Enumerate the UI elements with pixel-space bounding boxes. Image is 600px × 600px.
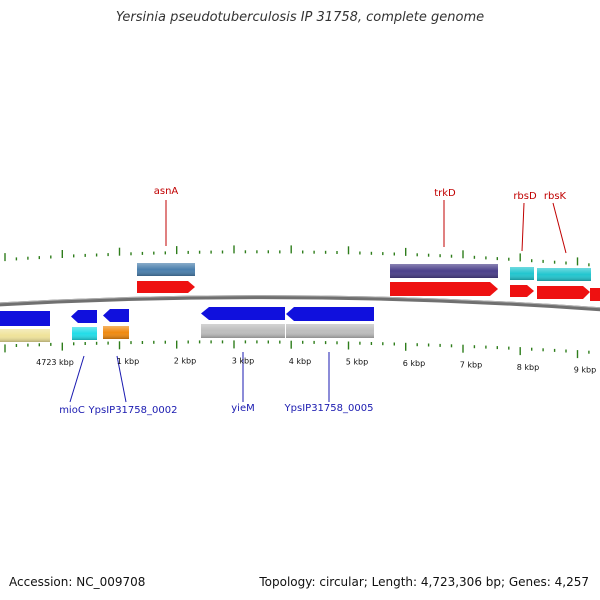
topology-text: Topology: circular; Length: 4,723,306 bp… — [259, 575, 589, 589]
accession-text: Accession: NC_009708 — [9, 575, 146, 589]
ruler-label: 5 kbp — [346, 358, 368, 367]
gene-track-outer-forward — [137, 263, 591, 281]
ruler-label: 4 kbp — [289, 357, 311, 366]
gene-trkD-feature[interactable] — [390, 264, 498, 278]
cds-trkD-arrow[interactable] — [390, 282, 498, 296]
ruler-ticks-bottom — [4, 340, 590, 359]
label-asnA: asnA — [154, 186, 179, 197]
cds-YpsIP31758_0002-arrow[interactable] — [103, 309, 129, 322]
map-title: Yersinia pseudotuberculosis IP 31758, co… — [115, 10, 485, 25]
ruler-label: 9 kbp — [574, 366, 596, 375]
gene-YpsIP31758_0005-feature[interactable] — [286, 324, 374, 338]
label-rbsK: rbsK — [544, 191, 567, 202]
ruler-label: 3 kbp — [232, 356, 254, 365]
ruler-label: 2 kbp — [174, 356, 196, 365]
cds-track-forward — [137, 281, 600, 301]
label-mioC: mioC — [59, 405, 85, 416]
gene-rbsK-feature[interactable] — [537, 268, 591, 281]
cds-track-reverse — [0, 307, 374, 326]
label-trkD: trkD — [434, 188, 456, 199]
ruler-label: 4723 kbp — [36, 358, 74, 367]
cds-rbsK-arrow[interactable] — [537, 286, 590, 299]
label-lines-bottom — [69, 352, 330, 403]
gene-yieM-feature[interactable] — [201, 324, 285, 338]
cds-next-arrow[interactable] — [590, 288, 600, 301]
cds-mioC-arrow[interactable] — [71, 310, 97, 323]
label-lines-top — [165, 200, 567, 254]
gene-left-feature[interactable] — [0, 329, 50, 342]
ruler-labels: 4723 kbp 1 kbp 2 kbp 3 kbp 4 kbp 5 kbp 6 kbp 7 … — [36, 356, 596, 374]
cds-asnA-arrow[interactable] — [137, 281, 195, 293]
gene-track-outer-reverse — [0, 324, 374, 342]
label-YpsIP31758_0002: YpsIP31758_0002 — [88, 405, 178, 416]
ruler-label: 7 kbp — [460, 361, 482, 370]
genome-backbone — [0, 295, 600, 312]
label-YpsIP31758_0005: YpsIP31758_0005 — [284, 403, 374, 414]
cds-yieM-arrow[interactable] — [201, 307, 285, 320]
cds-YpsIP31758_0005-arrow[interactable] — [286, 307, 374, 321]
gene-rbsD-feature[interactable] — [510, 267, 534, 280]
gene-mioC-feature[interactable] — [72, 327, 97, 340]
label-yieM: yieM — [231, 403, 254, 414]
cds-rbsD-arrow[interactable] — [510, 285, 534, 297]
ruler-label: 8 kbp — [517, 363, 539, 372]
gene-YpsIP31758_0002-feature[interactable] — [103, 326, 129, 339]
ruler-label: 1 kbp — [117, 357, 139, 366]
gene-asnA-feature[interactable] — [137, 263, 195, 276]
ruler-ticks-top — [4, 245, 590, 267]
cds-left-arrow[interactable] — [0, 311, 50, 326]
label-rbsD: rbsD — [513, 191, 537, 202]
ruler-label: 6 kbp — [403, 359, 425, 368]
